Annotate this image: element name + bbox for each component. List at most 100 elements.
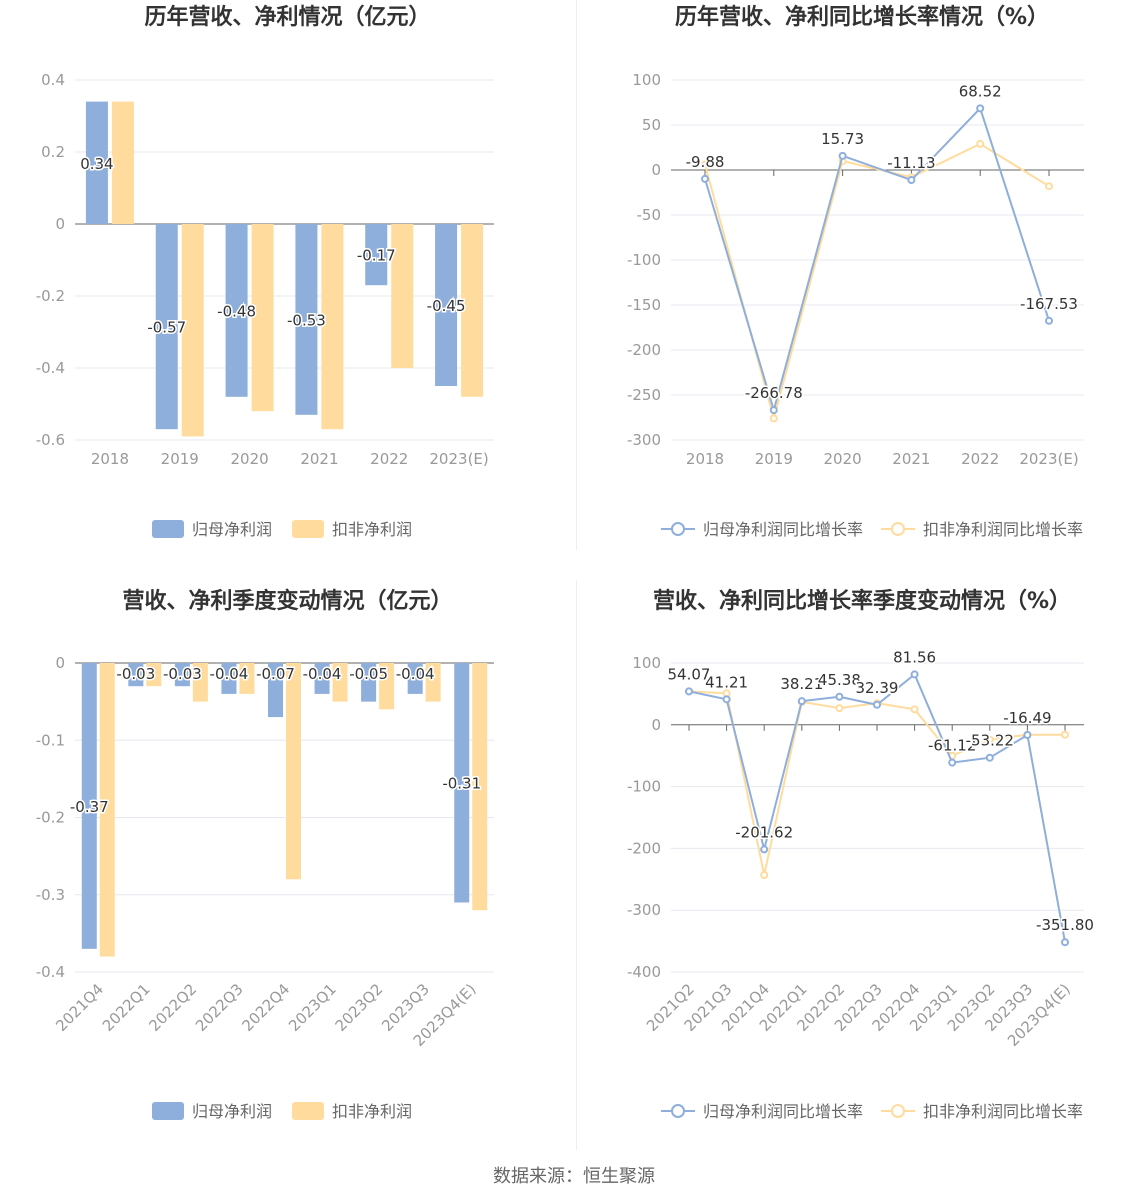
x-tick-label: 2019	[755, 450, 793, 468]
bar-deducted-net-profit	[192, 663, 208, 702]
bar-data-label: -0.48	[217, 302, 256, 320]
y-tick-label: -0.4	[36, 963, 65, 981]
y-tick-label: 0	[55, 215, 65, 233]
y-tick-label: 100	[632, 71, 661, 89]
bar-data-label: -0.17	[357, 247, 396, 265]
bar-deducted-net-profit	[99, 663, 115, 957]
bar-deducted-net-profit	[332, 663, 348, 702]
vertical-divider	[576, 0, 577, 550]
bar-parent-net-profit	[314, 663, 330, 694]
bar-deducted-net-profit	[239, 663, 255, 694]
point-deducted-growth	[1045, 182, 1053, 191]
legend-label: 扣非净利润同比增长率	[923, 520, 1083, 539]
line-data-label: -16.49	[1003, 709, 1051, 727]
point-deducted-growth	[760, 870, 769, 879]
point-parent-growth	[722, 695, 731, 704]
bar-deducted-net-profit	[379, 663, 395, 710]
line-data-label: 32.39	[856, 679, 899, 697]
bar-parent-net-profit	[268, 663, 283, 718]
bar-deducted-net-profit	[461, 224, 484, 397]
annual-growth-chart: 历年营收、净利同比增长率情况（%） 100 50 0 -50 -100 -150 -200 -2…	[576, 0, 1148, 560]
x-tick-label: 2018	[686, 450, 724, 468]
x-tick-label: 2022Q4	[239, 980, 294, 1035]
bar-deducted-net-profit	[181, 224, 204, 437]
x-tick-label: 2023(E)	[1019, 450, 1078, 468]
x-tick-label: 2020	[824, 450, 862, 468]
y-tick-label: -0.2	[36, 287, 65, 305]
bar-data-label: -0.53	[287, 311, 326, 329]
y-tick-label: -100	[627, 778, 661, 796]
quarterly-profit-chart: 营收、净利季度变动情况（亿元） 0 -0.1 -0.2 -0.3 -0.4 2021Q4 20…	[0, 580, 575, 1150]
line-deducted-growth	[704, 142, 1050, 423]
y-tick-label: -150	[627, 296, 661, 314]
chart-title: 营收、净利季度变动情况（亿元）	[122, 588, 452, 614]
legend-swatch	[292, 1102, 324, 1120]
bar-deducted-net-profit	[146, 663, 162, 687]
bar-parent-net-profit	[454, 663, 470, 903]
y-tick-label: -100	[627, 251, 661, 269]
bar-parent-net-profit	[435, 224, 458, 386]
annual-profit-chart: 历年营收、净利情况（亿元） 0.4 0.2 0 -0.2 -0.4 -0.6 2018 2019…	[0, 0, 575, 560]
chart-svg: 营收、净利同比增长率季度变动情况（%）1000-100-200-300-4002…	[627, 588, 1096, 1121]
bar-parent-net-profit	[155, 224, 178, 430]
point-parent-growth	[701, 174, 709, 183]
chart-title: 历年营收、净利情况（亿元）	[144, 4, 430, 30]
quarterly-growth-chart: 营收、净利同比增长率季度变动情况（%） 100 0 -100 -200 -300 -400 2…	[576, 580, 1148, 1150]
point-parent-growth	[1061, 938, 1069, 947]
data-source: 数据来源：恒生聚源	[493, 1166, 655, 1187]
legend-marker	[671, 1104, 685, 1118]
bar-parent-net-profit	[81, 663, 97, 949]
y-tick-label: -250	[627, 386, 661, 404]
line-data-label: 45.38	[818, 671, 861, 689]
bar-deducted-net-profit	[111, 101, 134, 224]
legend-swatch	[152, 1102, 184, 1120]
legend-label: 归母净利润	[192, 1102, 272, 1121]
y-tick-label: 0	[651, 161, 661, 179]
point-parent-growth	[873, 700, 881, 709]
point-parent-growth	[769, 406, 778, 415]
line-parent-growth	[704, 106, 1050, 414]
line-data-label: 54.07	[668, 665, 711, 683]
point-parent-growth	[685, 687, 693, 696]
legend-label: 归母净利润同比增长率	[703, 1102, 863, 1121]
x-tick-label: 2022	[961, 450, 999, 468]
bar-data-label: -0.07	[256, 665, 295, 683]
bar-parent-net-profit	[361, 663, 377, 702]
y-tick-label: -200	[627, 341, 661, 359]
point-deducted-growth	[1061, 730, 1069, 739]
bar-data-label: -0.03	[116, 665, 155, 683]
y-tick-label: -0.3	[36, 886, 65, 904]
bar-data-label: -0.37	[70, 798, 109, 816]
legend-label: 扣非净利润同比增长率	[923, 1102, 1083, 1121]
line-data-label: 68.52	[959, 82, 1002, 100]
line-data-label: -61.12	[928, 737, 976, 755]
bar-parent-net-profit	[221, 663, 237, 694]
y-tick-label: -200	[627, 839, 661, 857]
bar-data-label: -0.04	[396, 665, 435, 683]
chart-title: 历年营收、净利同比增长率情况（%）	[675, 4, 1049, 30]
bar-data-label: -0.05	[349, 665, 388, 683]
y-tick-label: -0.2	[36, 809, 65, 827]
y-tick-label: 0	[651, 716, 661, 734]
point-parent-growth	[907, 176, 916, 185]
bar-deducted-net-profit	[472, 663, 488, 911]
point-deducted-growth	[910, 705, 919, 714]
line-data-label: 15.73	[821, 130, 864, 148]
x-tick-label: 2021	[892, 450, 930, 468]
line-data-label: -167.53	[1020, 295, 1078, 313]
line-data-label: -201.62	[735, 823, 793, 841]
line-data-label: 81.56	[893, 648, 936, 666]
bar-data-label: -0.04	[210, 665, 249, 683]
point-parent-growth	[985, 753, 994, 762]
legend-label: 扣非净利润	[332, 520, 412, 539]
bar-parent-net-profit	[128, 663, 144, 687]
legend-swatch	[292, 520, 324, 538]
y-tick-label: -400	[627, 963, 661, 981]
point-deducted-growth	[835, 704, 844, 713]
y-tick-label: 100	[632, 654, 661, 672]
point-parent-growth	[835, 692, 844, 701]
y-tick-label: 0	[55, 654, 65, 672]
bar-deducted-net-profit	[251, 224, 274, 412]
chart-svg: 历年营收、净利同比增长率情况（%） 100 50 0 -50 -100 -150 -200 -2…	[627, 4, 1084, 539]
x-tick-label: 2022Q3	[192, 980, 247, 1035]
